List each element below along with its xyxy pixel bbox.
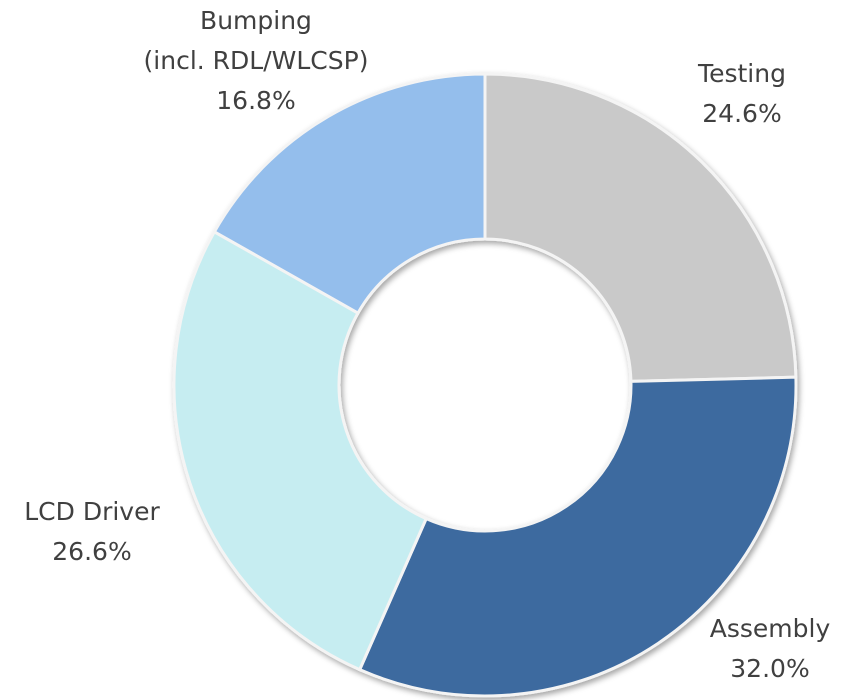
category-label: Assembly: [710, 614, 831, 643]
value-label: 16.8%: [216, 86, 295, 115]
category-label: Bumping (incl. RDL/WLCSP): [144, 6, 369, 75]
donut-slice: [483, 72, 798, 383]
category-label: LCD Driver: [24, 497, 160, 526]
donut-slice: [357, 375, 798, 698]
value-label: 26.6%: [52, 537, 131, 566]
donut: [172, 72, 798, 698]
value-label: 32.0%: [730, 654, 809, 683]
donut-slice: [172, 229, 429, 672]
category-label: Testing: [697, 59, 786, 88]
labels: Testing 24.6% Assembly 32.0% LCD Driver 26.6%…: [24, 6, 830, 683]
value-label: 24.6%: [702, 99, 781, 128]
donut-slice: [212, 72, 487, 316]
